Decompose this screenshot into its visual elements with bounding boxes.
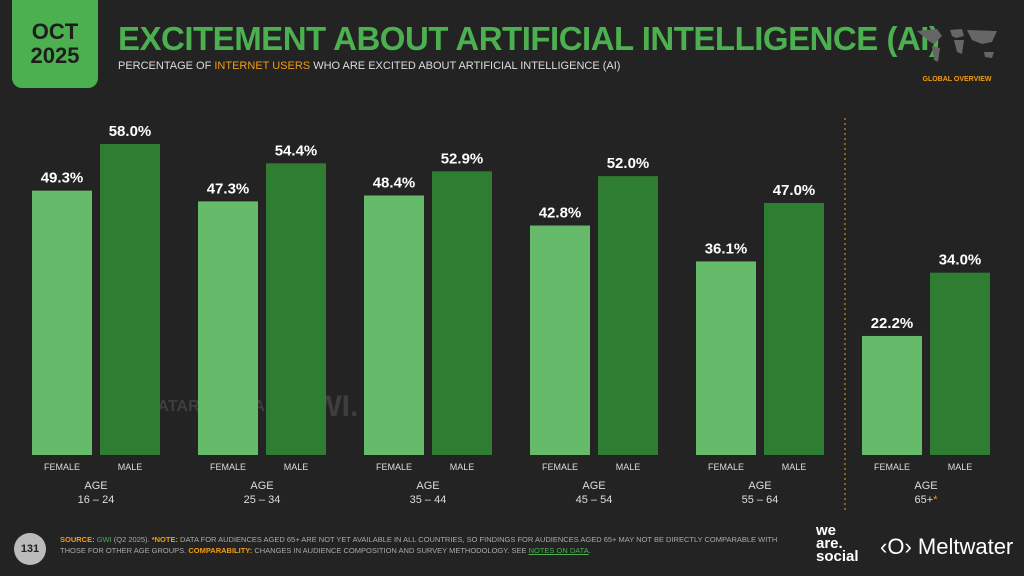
bar-female [198,201,258,455]
meltwater-logo: ‹O› Meltwater [880,534,1013,560]
series-label: MALE [450,462,475,472]
series-label: FEMALE [542,462,578,472]
series-label: MALE [284,462,309,472]
subtitle-highlight: INTERNET USERS [214,60,311,72]
category-label: AGE [416,480,439,492]
series-label: MALE [118,462,143,472]
data-label: 48.4% [373,174,416,191]
data-label: 49.3% [41,170,84,187]
data-label: 22.2% [871,315,914,332]
series-label: FEMALE [376,462,412,472]
source-label: SOURCE: [60,535,95,544]
bar-female [696,261,756,455]
note-label: *NOTE: [151,535,178,544]
category-range: 45 – 54 [576,494,613,506]
notes-end: . [588,546,591,555]
data-label: 47.0% [773,182,816,199]
category-range: 65+* [915,494,939,506]
data-label: 52.0% [607,155,650,172]
comparability-label: COMPARABILITY: [188,546,253,555]
note-text: DATA FOR AUDIENCES AGED 65+ ARE NOT YET … [60,535,778,555]
series-label: MALE [616,462,641,472]
category-range: 55 – 64 [742,494,779,506]
page-title: EXCITEMENT ABOUT ARTIFICIAL INTELLIGENCE… [118,20,940,57]
category-range: 35 – 44 [410,494,447,506]
meltwater-name: Meltwater [917,534,1014,559]
we-are-social-logo: we are. social [816,522,859,565]
bar-female [364,195,424,455]
series-label: FEMALE [874,462,910,472]
data-label: 34.0% [939,252,982,269]
bar-male [930,272,990,455]
series-label: MALE [948,462,973,472]
notes-on-data-link[interactable]: NOTES ON DATA [528,546,589,555]
category-label: AGE [250,480,273,492]
subtitle-pre: PERCENTAGE OF [118,60,215,72]
bar-male [100,144,160,455]
subtitle: PERCENTAGE OF INTERNET USERS WHO ARE EXC… [118,60,620,72]
data-label: 52.9% [441,150,484,167]
bar-male [598,176,658,455]
comparability-text: CHANGES IN AUDIENCE COMPOSITION AND SURV… [252,546,529,555]
year: 2025 [30,43,80,68]
page-number: 131 [14,533,46,565]
bar-female [530,225,590,455]
bar-male [432,171,492,455]
category-label: AGE [582,480,605,492]
date-badge: OCT 2025 [12,0,98,88]
data-label: 47.3% [207,180,250,197]
world-map-icon [917,29,997,62]
source-note: SOURCE: GWI (Q2 2025). *NOTE: DATA FOR A… [60,534,790,556]
data-label: 36.1% [705,240,748,257]
subtitle-post: WHO ARE EXCITED ABOUT ARTIFICIAL INTELLI… [310,60,621,72]
category-range: 25 – 34 [244,494,281,506]
series-label: FEMALE [44,462,80,472]
category-range: 16 – 24 [78,494,115,506]
bar-male [764,202,824,455]
data-label: 42.8% [539,205,582,222]
category-label: AGE [84,480,107,492]
series-label: MALE [782,462,807,472]
bar-male [266,163,326,455]
data-label: 58.0% [109,123,152,140]
bar-female [862,335,922,455]
category-label: AGE [748,480,771,492]
bar-female [32,190,92,455]
month: OCT [31,19,79,44]
series-label: FEMALE [210,462,246,472]
source-link[interactable]: GWI [96,535,112,544]
region-label: GLOBAL OVERVIEW [922,76,992,83]
series-label: FEMALE [708,462,744,472]
category-label: AGE [914,480,937,492]
data-label: 54.4% [275,142,318,159]
meltwater-icon: ‹O› [880,534,912,559]
source-rest: (Q2 2025). [111,535,152,544]
